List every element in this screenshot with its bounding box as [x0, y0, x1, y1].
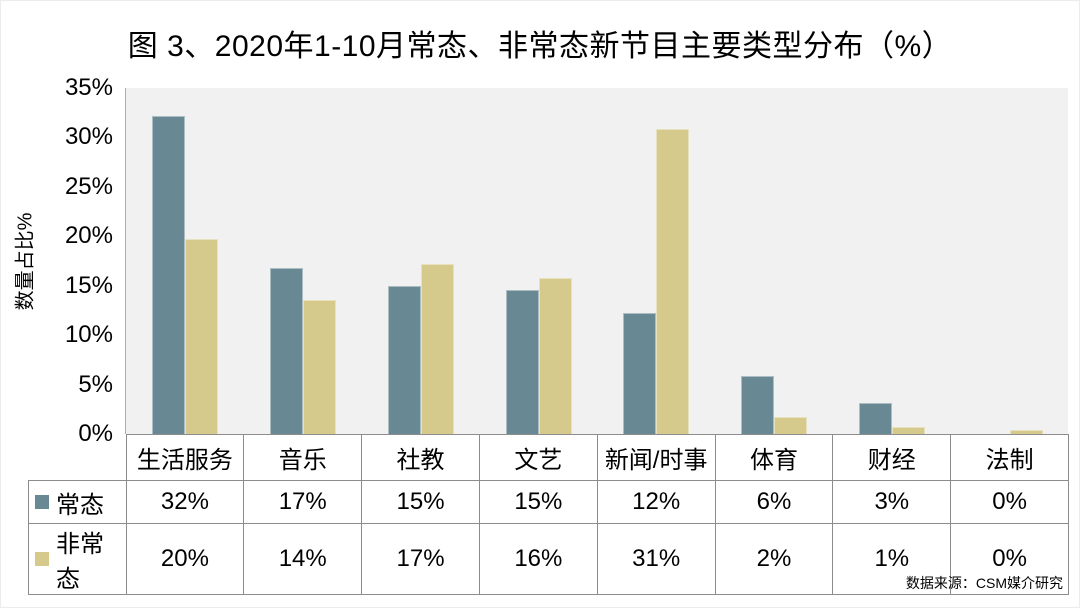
table-header-row: 生活服务 音乐 社教 文艺 新闻/时事 体育 财经 法制 — [29, 434, 1069, 481]
bar-s1-c5 — [623, 313, 657, 434]
bar-s2-c8 — [1010, 430, 1044, 434]
bar-s1-c4 — [505, 290, 539, 434]
table-value-cell: 16% — [478, 523, 598, 595]
legend-label-changtai: 常态 — [56, 491, 104, 519]
legend-entry: 非常态 — [29, 524, 126, 594]
bar-group-c6 — [741, 88, 808, 434]
bar-group-c1 — [151, 88, 218, 434]
legend-cell-changtai: 常态 — [28, 480, 127, 524]
legend-entry: 常态 — [29, 485, 126, 520]
table-value-cell: 17% — [361, 523, 480, 595]
table-header-cell: 财经 — [832, 434, 952, 481]
table-header-cell: 法制 — [950, 434, 1069, 481]
bar-group-c7 — [859, 88, 926, 434]
table-value-cell: 20% — [125, 523, 245, 595]
bar-s2-c7 — [892, 427, 926, 434]
bar-s2-c3 — [420, 264, 454, 434]
table-value-cell: 15% — [478, 480, 598, 524]
legend-label-feichangtai: 非常态 — [56, 531, 104, 593]
source-note: 数据来源：CSM媒介研究 — [905, 575, 1063, 591]
chart-title: 图 3、2020年1-10月常态、非常态新节目主要类型分布（%） — [127, 30, 953, 63]
table-value-cell: 6% — [714, 480, 834, 524]
data-table: 生活服务 音乐 社教 文艺 新闻/时事 体育 财经 法制 常态 32% 17% 15% 15% 12%… — [28, 434, 1069, 595]
table-value-cell: 14% — [243, 523, 363, 595]
bar-group-c4 — [505, 88, 572, 434]
bar-s1-c6 — [741, 376, 775, 434]
table-header-cell: 文艺 — [478, 434, 598, 481]
table-header-cell: 社教 — [361, 434, 480, 481]
table-value-cell: 2% — [714, 523, 834, 595]
table-value-cell: 0% — [950, 480, 1069, 524]
table-header-cell: 音乐 — [243, 434, 363, 481]
bar-group-c2 — [269, 88, 336, 434]
plot-area — [125, 88, 1068, 434]
bar-group-c3 — [387, 88, 454, 434]
table-header-cell: 新闻/时事 — [596, 434, 716, 481]
bar-s2-c4 — [538, 278, 572, 434]
table-row-feichangtai: 非常态 20% 14% 17% 16% 31% 2% 1% 0% — [28, 523, 1069, 595]
table-value-cell: 1% — [832, 523, 952, 595]
table-value-cell: 12% — [596, 480, 716, 524]
legend-swatch-feichangtai-icon — [35, 552, 49, 566]
table-value-cell: 15% — [361, 480, 480, 524]
bar-s1-c3 — [387, 286, 421, 434]
table-value-cell: 0% — [950, 523, 1069, 595]
y-axis-title-wrap: 数量占比% — [5, 88, 41, 434]
legend-cell-feichangtai: 非常态 — [28, 523, 127, 595]
table-corner-cell — [29, 435, 127, 481]
bar-group-c8 — [977, 88, 1044, 434]
bar-s2-c6 — [774, 417, 808, 434]
y-axis-title: 数量占比% — [14, 212, 37, 310]
table-value-cell: 3% — [832, 480, 952, 524]
table-row-changtai: 常态 32% 17% 15% 15% 12% 6% 3% 0% — [28, 480, 1069, 524]
table-value-cell: 17% — [243, 480, 363, 524]
table-header-cell: 体育 — [714, 434, 834, 481]
bar-s2-c5 — [656, 129, 690, 434]
bar-group-c5 — [623, 88, 690, 434]
bar-s1-c7 — [859, 403, 893, 434]
bar-s2-c2 — [302, 300, 336, 434]
table-value-cell: 32% — [125, 480, 245, 524]
legend-swatch-changtai-icon — [35, 495, 49, 509]
table-header-cell: 生活服务 — [125, 434, 245, 481]
table-value-cell: 31% — [596, 523, 716, 595]
bar-s2-c1 — [184, 239, 218, 434]
bar-s1-c1 — [151, 116, 185, 434]
bar-s1-c2 — [269, 268, 303, 434]
